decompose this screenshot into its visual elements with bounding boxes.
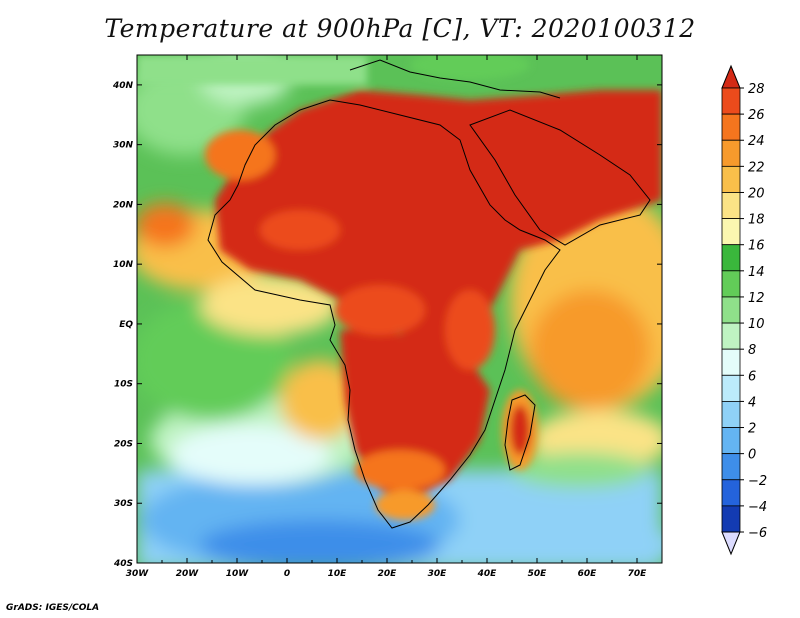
colorbar-segment [721,244,741,272]
colorbar-label: 20 [748,186,765,201]
lon-tick-label: 20E [378,569,398,579]
colorbar-top-arrow [721,64,741,89]
colorbar-segment [721,401,741,428]
colorbar-bottom-arrow [721,531,741,556]
colorbar-segment [721,192,741,219]
lon-tick-label: 60E [578,569,598,579]
footer-credit: GrADS: IGES/COLA [6,603,100,613]
colorbar-label: 0 [748,448,756,463]
lat-tick-label: 10S [114,380,133,390]
colorbar-segment [721,87,741,115]
lon-tick-label: 10E [328,569,348,579]
lon-tick-label: 70E [628,569,648,579]
colorbar-label: 6 [748,369,756,384]
colorbar-label: 14 [748,265,765,280]
plot-frame [136,54,663,564]
page-title: Temperature at 900hPa [C], VT: 202010031… [104,14,696,43]
latitude-ticks: 40N 30N 20N 10N EQ 10S 20S 30S 40S [112,81,662,569]
lat-tick-label: 30S [114,499,133,509]
colorbar-label: 12 [748,291,765,306]
colorbar-segment [721,479,741,507]
lat-tick-label: EQ [119,320,133,330]
colorbar-segment [721,453,741,481]
lat-tick-label: 30N [113,141,134,151]
lon-tick-label: 0 [284,569,290,579]
colorbar-segment [721,113,741,141]
lon-tick-label: 40E [477,569,498,579]
lat-tick-label: 20N [113,200,134,210]
longitude-ticks: 30W 20W 10W 0 10E 20E 30E 40E 50E 60E 70E [126,55,663,579]
lat-tick-label: 20S [114,439,133,449]
colorbar-label: −2 [748,474,767,489]
lat-tick-label: 40S [113,559,133,569]
colorbar-segment [721,427,741,455]
colorbar-label: 18 [748,213,765,228]
colorbar-segment [721,322,741,350]
colorbar-label: 22 [748,160,765,175]
colorbar-segment [721,296,741,324]
colorbar-label: 4 [748,395,756,410]
colorbar-label: 16 [748,239,765,254]
lat-tick-label: 10N [113,260,134,270]
colorbar-segment [721,270,741,298]
colorbar-label: 24 [748,134,765,149]
colorbar-segment [721,139,741,167]
lon-tick-label: 30W [126,569,150,579]
lon-tick-label: 20W [176,569,200,579]
colorbar-label: 2 [748,422,756,437]
lon-tick-label: 10W [226,569,250,579]
colorbar-label: −6 [748,526,767,541]
colorbar-segment [721,374,741,402]
colorbar-label: 26 [748,108,765,123]
colorbar-label: 28 [748,82,765,97]
colorbar-segment [721,505,741,533]
lat-tick-label: 40N [112,81,134,91]
colorbar-label: 10 [748,317,765,332]
temperature-field [137,55,662,563]
colorbar-segment [721,218,741,246]
lon-tick-label: 30E [428,569,448,579]
colorbar-segment [721,348,741,376]
lon-tick-label: 50E [528,569,548,579]
coastlines [207,59,651,529]
colorbar-label: 8 [748,343,756,358]
colorbar-segment [721,165,741,193]
colorbar-label: −4 [748,500,767,515]
